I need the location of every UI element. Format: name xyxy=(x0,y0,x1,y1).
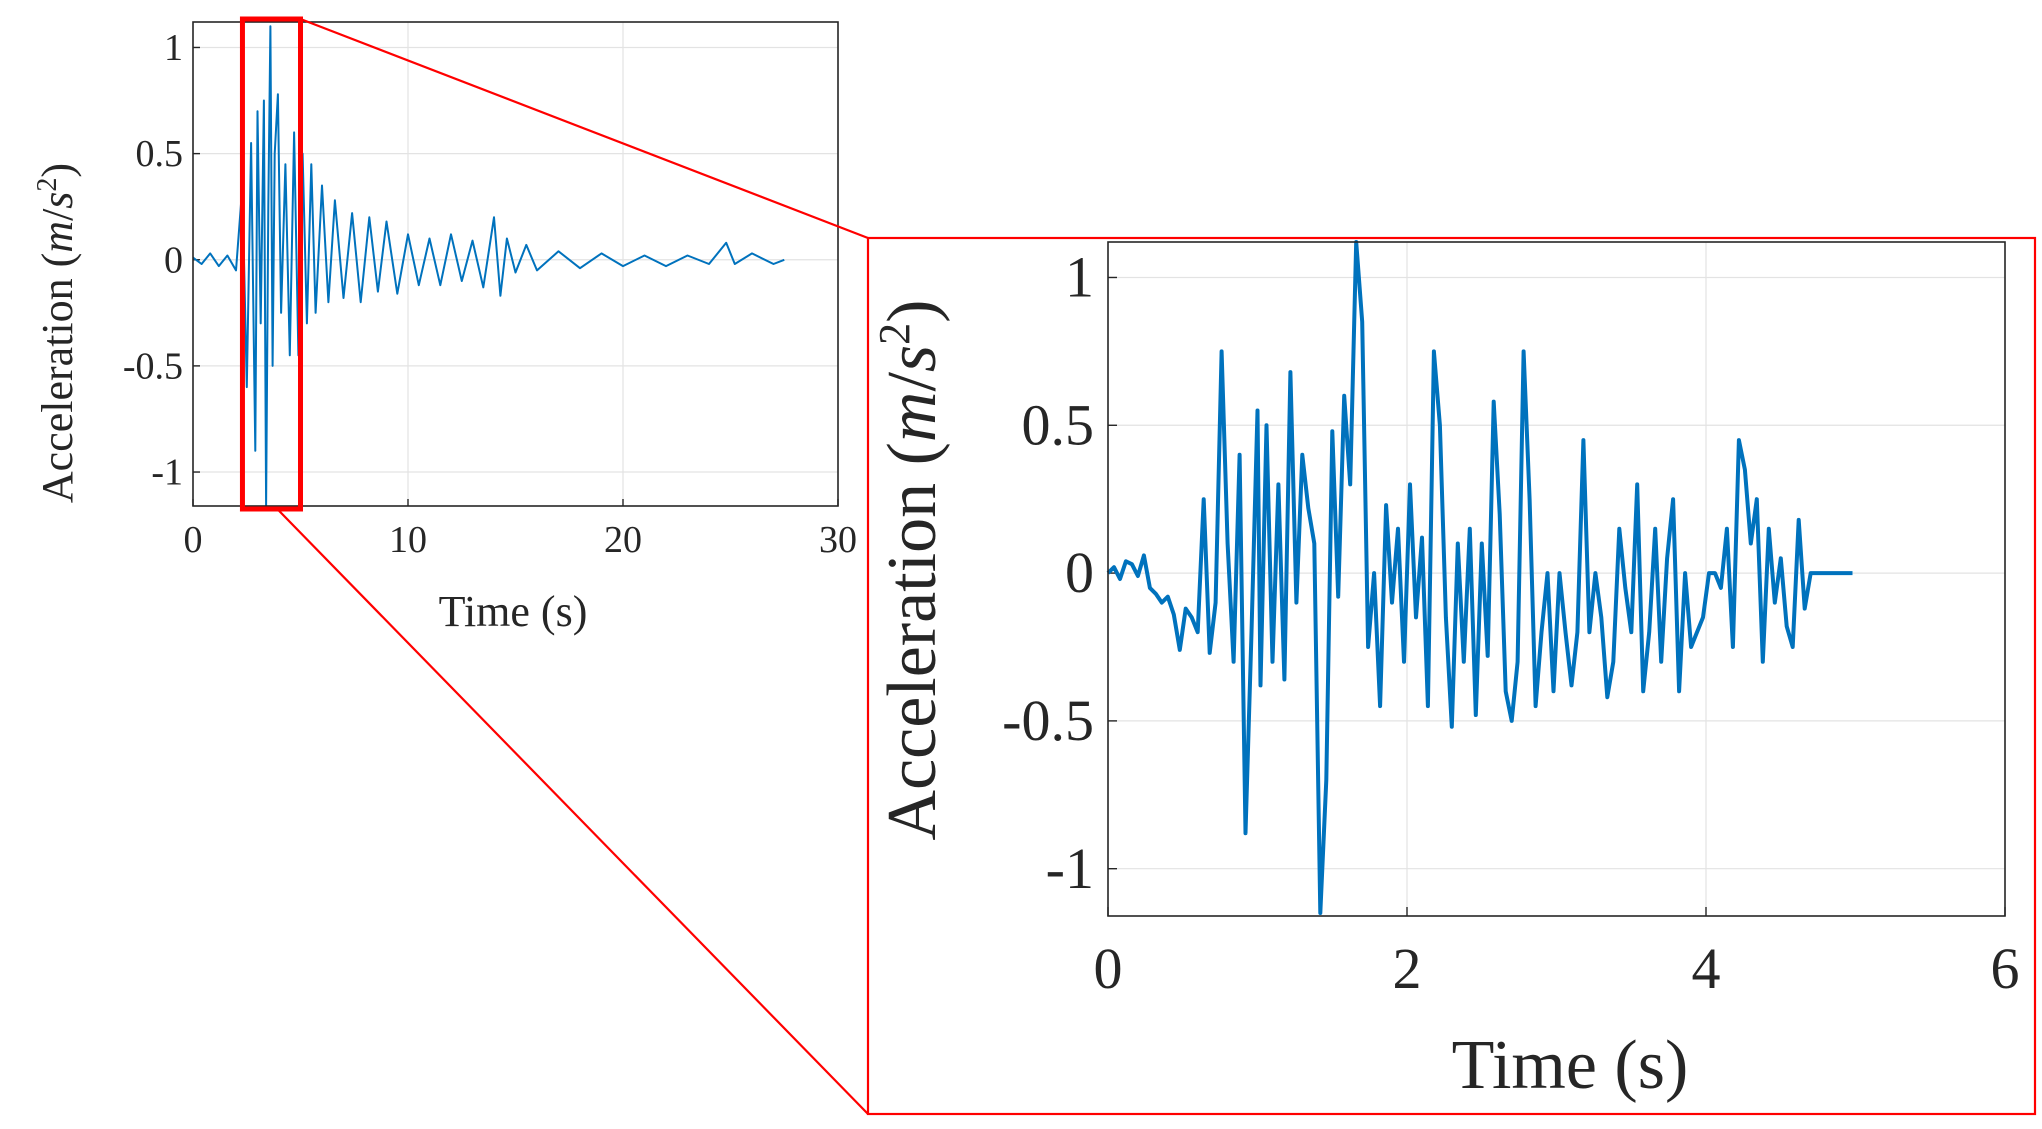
acceleration-series-line xyxy=(192,25,785,507)
full-record-grid xyxy=(192,22,839,506)
y-tick-label: 0 xyxy=(1065,540,1094,605)
y-tick-label: -0.5 xyxy=(1002,688,1094,753)
full-record-x-axis-label: Time (s) xyxy=(439,587,588,636)
full-record-x-tick-labels: 0 10 20 30 xyxy=(184,519,858,561)
zoomed-x-axis-label: Time (s) xyxy=(1452,1027,1689,1104)
y-tick-label: -0.5 xyxy=(123,345,183,387)
zoom-window-highlight xyxy=(239,16,303,512)
x-tick-label: 0 xyxy=(184,519,203,561)
zoomed-x-tick-labels: 0 2 4 6 xyxy=(1094,936,2020,1001)
full-record-chart: 0 10 20 30 -1 -0.5 0 0.5 1 Time (s) Acceleratio… xyxy=(32,16,858,636)
y-tick-label: 1 xyxy=(1065,245,1094,310)
x-tick-label: 10 xyxy=(389,519,427,561)
full-record-y-tick-labels: -1 -0.5 0 0.5 1 xyxy=(123,27,183,494)
x-tick-label: 6 xyxy=(1991,936,2020,1001)
y-tick-label: 0.5 xyxy=(136,133,184,175)
zoomed-window-chart: 0 2 4 6 -1 -0.5 0 0.5 1 Time (s) Acceleration (… xyxy=(866,236,2037,1116)
x-tick-label: 4 xyxy=(1692,936,1721,1001)
full-record-series xyxy=(192,25,785,507)
zoom-panel-border xyxy=(866,236,2037,1116)
full-record-axes-box xyxy=(192,21,839,507)
y-tick-label: -1 xyxy=(151,452,183,494)
zoomed-y-axis-label: Acceleration (m/s2) xyxy=(870,300,951,841)
y-tick-label: 1 xyxy=(164,27,183,69)
full-record-y-axis-label: Acceleration (m/s2) xyxy=(32,163,82,503)
zoomed-axes-box xyxy=(1107,241,2006,917)
zoomed-series xyxy=(1106,240,1853,915)
x-tick-label: 2 xyxy=(1393,936,1422,1001)
x-tick-label: 0 xyxy=(1094,936,1123,1001)
y-tick-label: -1 xyxy=(1046,836,1094,901)
y-tick-label: 0 xyxy=(164,239,183,281)
acceleration-series-line xyxy=(1106,240,1853,915)
zoomed-y-tick-labels: -1 -0.5 0 0.5 1 xyxy=(1002,245,1094,901)
x-tick-label: 30 xyxy=(819,519,857,561)
y-tick-label: 0.5 xyxy=(1022,392,1095,457)
x-tick-label: 20 xyxy=(604,519,642,561)
zoom-connector-top xyxy=(300,17,869,240)
zoom-connector-bottom xyxy=(276,508,869,1115)
